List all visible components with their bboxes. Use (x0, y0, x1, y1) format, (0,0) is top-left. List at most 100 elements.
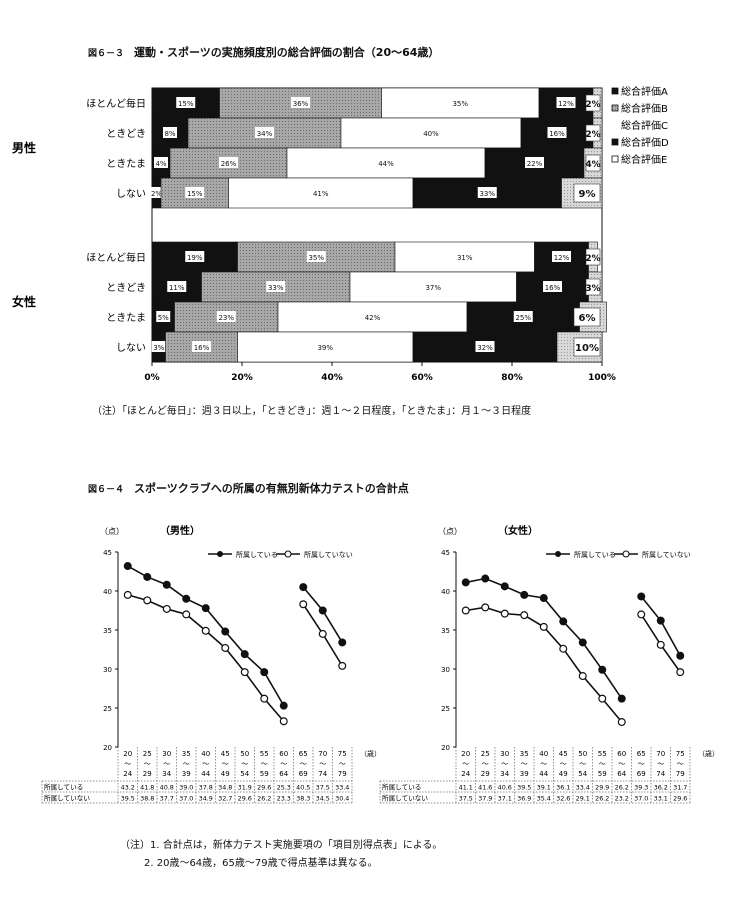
x-tick-label: 60% (411, 373, 433, 383)
age-group-top: 70 (656, 750, 665, 758)
legend-label: 所属していない (642, 550, 691, 559)
table-cell: 39.1 (537, 784, 551, 792)
series-point (481, 574, 490, 583)
age-group-mid: ～ (540, 760, 547, 768)
age-group-top: 75 (676, 750, 685, 758)
bar-label-box (585, 124, 601, 142)
bar-label-bg (291, 97, 310, 108)
table-cell: 26.2 (595, 795, 609, 803)
series-point (201, 604, 210, 613)
bar-label-bg (219, 157, 238, 168)
age-group-mid: ～ (521, 760, 528, 768)
table-cell: 34.5 (316, 795, 330, 803)
bar-label: 3% (153, 344, 164, 352)
table-cell: 37.8 (199, 784, 213, 792)
table-cell: 40.8 (160, 784, 174, 792)
bar-label-bg (255, 127, 274, 138)
age-group-mid: ～ (560, 760, 567, 768)
fig63-note: （注）「ほとんど毎日」：週３日以上，「ときどき」：週１～２日程度，「ときたま」：… (92, 406, 532, 417)
age-group-mid: ～ (677, 760, 684, 768)
table-cell: 33.4 (576, 784, 590, 792)
table-cell: 36.9 (517, 795, 531, 803)
group-label-1: 女性 (12, 294, 36, 309)
age-group-top: 55 (260, 750, 269, 758)
table-cell: 37.1 (498, 795, 512, 803)
bar-label: 2% (585, 130, 600, 140)
bar-label-bg (552, 251, 571, 262)
bar-label-bg (547, 127, 567, 138)
age-group-mid: ～ (657, 760, 664, 768)
bar-label: 16% (194, 344, 210, 352)
series-point (299, 583, 308, 592)
age-group-top: 65 (637, 750, 646, 758)
table-cell: 35.4 (537, 795, 551, 803)
age-group-bottom: 29 (481, 770, 490, 778)
table-cell: 29.1 (576, 795, 590, 803)
legend-label: 所属していない (304, 550, 353, 559)
bar-segment (286, 147, 486, 179)
bar-label: 15% (178, 100, 194, 108)
bar-label: 16% (549, 130, 565, 138)
legend-label: 総合評価B (621, 102, 668, 115)
age-group-bottom: 59 (260, 770, 269, 778)
x-axis-unit: （歳） (360, 749, 380, 758)
category-label: ときたま (106, 312, 146, 324)
age-group-bottom: 59 (598, 770, 607, 778)
table-cell: 38.8 (140, 795, 154, 803)
table-cell: 32.6 (556, 795, 570, 803)
table-cell: 29.6 (673, 795, 687, 803)
legend-label: 所属している (574, 550, 616, 559)
age-group-bottom: 64 (279, 770, 288, 778)
age-group-bottom: 69 (299, 770, 308, 778)
series-point (123, 562, 132, 571)
bar-label: 19% (187, 254, 203, 262)
age-group-top: 40 (201, 750, 210, 758)
age-group-top: 55 (598, 750, 607, 758)
age-group-top: 35 (520, 750, 529, 758)
age-group-bottom: 39 (520, 770, 529, 778)
series-point (240, 668, 249, 677)
bar-label: 34% (257, 130, 273, 138)
age-group-top: 35 (182, 750, 191, 758)
fig63-title: 図６－３ 運動・スポーツの実施頻度別の総合評価の割合（20～64歳） (88, 44, 439, 60)
bar-label-box (585, 278, 601, 296)
table-cell: 23.3 (277, 795, 291, 803)
fig63-title-text: 運動・スポーツの実施頻度別の総合評価の割合（20～64歳） (134, 46, 440, 59)
group-label-0: 男性 (12, 140, 36, 155)
legend-label: 所属している (236, 550, 278, 559)
series-point (559, 644, 568, 653)
bar-label: 39% (317, 344, 333, 352)
bar-label-bg (154, 157, 168, 168)
bar-label-bg (525, 157, 544, 168)
y-tick-label: 45 (103, 549, 112, 557)
table-cell: 32.7 (218, 795, 232, 803)
series-point (559, 617, 568, 626)
bar-label: 10% (575, 343, 599, 354)
bar-label: 35% (452, 100, 468, 108)
table-cell: 26.2 (257, 795, 271, 803)
bar-label-box (585, 248, 601, 266)
legend-swatch (611, 155, 619, 163)
age-group-mid: ～ (339, 760, 346, 768)
category-label: ときどき (106, 282, 146, 294)
age-group-mid: ～ (300, 760, 307, 768)
bar-segment (228, 177, 414, 209)
age-group-top: 20 (123, 750, 132, 758)
bar-segment (394, 241, 535, 273)
age-group-bottom: 54 (240, 770, 249, 778)
y-tick-label: 35 (441, 627, 450, 635)
age-group-bottom: 39 (182, 770, 191, 778)
age-group-mid: ～ (202, 760, 209, 768)
bar-label-bg (513, 311, 533, 322)
series-point (617, 718, 626, 727)
category-label: ほとんど毎日 (86, 97, 146, 110)
age-group-mid: ～ (261, 760, 268, 768)
bar-label: 3% (585, 284, 600, 294)
series-point (143, 572, 152, 581)
table-cell: 39.3 (634, 784, 648, 792)
table-cell: 36.1 (556, 784, 570, 792)
y-tick-label: 20 (441, 744, 450, 752)
age-group-mid: ～ (183, 760, 190, 768)
bar-label-box (573, 337, 601, 357)
